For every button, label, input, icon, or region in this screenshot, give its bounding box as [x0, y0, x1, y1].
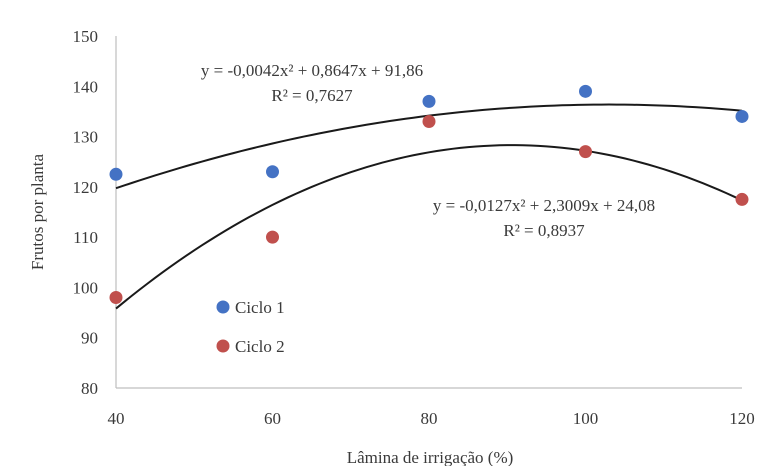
- x-axis-title: Lâmina de irrigação (%): [347, 448, 514, 466]
- data-point-ciclo-2: [579, 145, 592, 159]
- x-tick-label: 80: [421, 409, 438, 428]
- data-point-ciclo-2: [109, 290, 123, 304]
- equation-ciclo-1: y = -0,0042x² + 0,8647x + 91,86 R² = 0,7…: [201, 61, 423, 105]
- legend: Ciclo 1 Ciclo 2: [216, 298, 285, 356]
- x-axis: 40 60 80 100 120: [108, 387, 755, 428]
- data-point-ciclo-2: [735, 192, 749, 206]
- legend-marker-ciclo-2: [216, 339, 230, 353]
- data-point-ciclo-1: [735, 109, 749, 123]
- y-axis-title: Frutos por planta: [28, 153, 47, 270]
- trendline-ciclo-2: [115, 144, 743, 310]
- data-point-ciclo-1: [109, 167, 123, 181]
- r-squared-text: R² = 0,8937: [503, 221, 585, 240]
- y-tick-label: 100: [73, 278, 99, 297]
- x-tick-label: 120: [729, 409, 755, 428]
- data-point-ciclo-1: [422, 94, 436, 108]
- y-tick-label: 110: [73, 228, 98, 247]
- data-point-ciclo-2: [422, 114, 436, 128]
- equation-ciclo-2: y = -0,0127x² + 2,3009x + 24,08 R² = 0,8…: [433, 196, 655, 240]
- data-point-ciclo-1: [266, 165, 279, 179]
- legend-marker-ciclo-1: [216, 300, 230, 314]
- legend-label-ciclo-2: Ciclo 2: [235, 337, 285, 356]
- y-tick-label: 90: [81, 329, 98, 348]
- y-tick-label: 120: [73, 178, 99, 197]
- legend-label-ciclo-1: Ciclo 1: [235, 298, 285, 317]
- y-tick-label: 140: [73, 77, 99, 96]
- x-tick-label: 60: [264, 409, 281, 428]
- y-tick-label: 150: [73, 27, 99, 46]
- equation-text: y = -0,0127x² + 2,3009x + 24,08: [433, 196, 655, 215]
- r-squared-text: R² = 0,7627: [271, 86, 353, 105]
- data-point-ciclo-1: [579, 84, 592, 98]
- x-tick-label: 100: [573, 409, 599, 428]
- data-point-ciclo-2: [266, 230, 279, 244]
- x-tick-label: 40: [108, 409, 125, 428]
- y-axis: 80 90 100 110 120 130 140 150: [73, 27, 117, 398]
- y-tick-label: 130: [73, 128, 99, 147]
- y-tick-label: 80: [81, 379, 98, 398]
- equation-text: y = -0,0042x² + 0,8647x + 91,86: [201, 61, 423, 80]
